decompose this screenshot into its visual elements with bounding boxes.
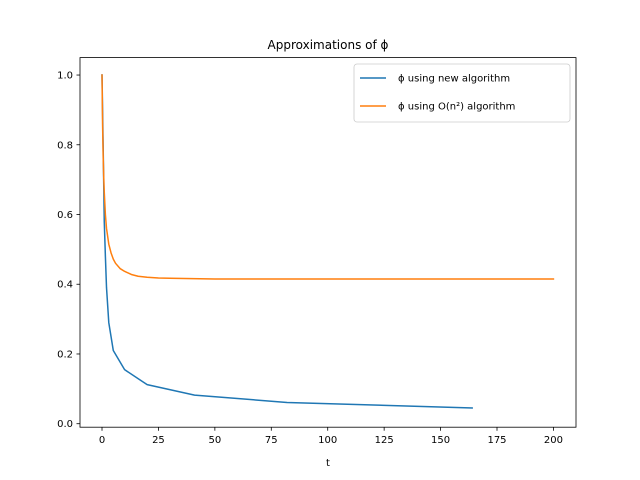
legend-label-on2-algorithm: ϕ using O(n²) algorithm — [398, 102, 515, 113]
x-axis-label: t — [326, 458, 330, 469]
chart-title: Approximations of ϕ — [268, 38, 389, 52]
x-tick-label: 50 — [208, 435, 221, 446]
x-tick-label: 0 — [99, 435, 105, 446]
y-tick-label: 0.0 — [57, 419, 73, 430]
y-tick-label: 0.8 — [57, 140, 73, 151]
y-tick-label: 0.6 — [57, 210, 73, 221]
x-tick-label: 200 — [544, 435, 563, 446]
x-tick-label: 175 — [487, 435, 506, 446]
y-tick-label: 1.0 — [57, 71, 73, 82]
x-tick-label: 125 — [375, 435, 394, 446]
y-tick-label: 0.4 — [57, 280, 73, 291]
legend-label-new-algorithm: ϕ using new algorithm — [398, 74, 510, 85]
legend: ϕ using new algorithm ϕ using O(n²) algo… — [353, 63, 571, 123]
x-tick-label: 100 — [318, 435, 337, 446]
x-tick-label: 25 — [152, 435, 165, 446]
x-tick-label: 150 — [431, 435, 450, 446]
series-layer — [101, 74, 555, 409]
series-line-1 — [101, 74, 555, 280]
x-axis-ticks: 0 25 50 75 100 125 150 175 200 — [99, 427, 563, 446]
series-line-0 — [101, 74, 473, 409]
legend-box — [353, 63, 571, 123]
y-tick-label: 0.2 — [57, 349, 73, 360]
y-axis-ticks: 0.0 0.2 0.4 0.6 0.8 1.0 — [57, 71, 80, 430]
x-tick-label: 75 — [265, 435, 278, 446]
